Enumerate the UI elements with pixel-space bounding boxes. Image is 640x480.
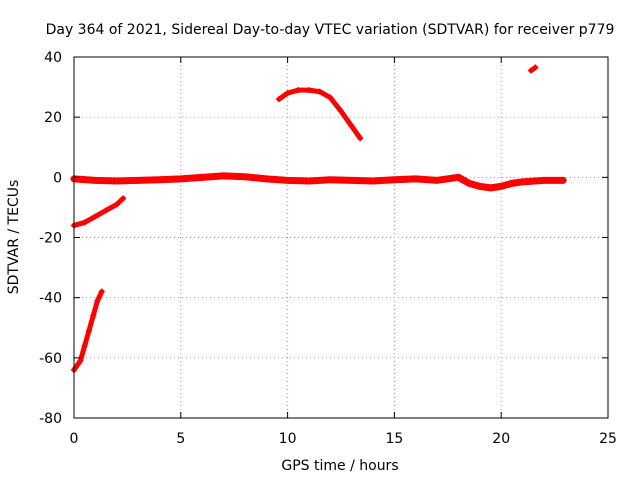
- y-tick-label: -80: [39, 411, 62, 427]
- series-layer: [71, 65, 566, 373]
- x-tick-label: 0: [70, 431, 79, 447]
- y-tick-label: 40: [44, 50, 62, 66]
- y-tick-label: -40: [39, 291, 62, 307]
- series-high-arc: [276, 87, 363, 141]
- y-tick-label: 20: [44, 110, 62, 126]
- x-tick-label: 10: [279, 431, 297, 447]
- x-tick-label: 25: [599, 431, 617, 447]
- x-tick-label: 5: [176, 431, 185, 447]
- x-tick-label: 15: [385, 431, 403, 447]
- x-tick-label: 20: [492, 431, 510, 447]
- y-tick-label: -20: [39, 231, 62, 247]
- y-tick-label: 0: [53, 170, 62, 186]
- y-axis-label: SDTVAR / TECUs: [6, 180, 22, 295]
- series-line: [279, 90, 360, 138]
- series-main-band: [71, 173, 566, 191]
- y-tick-label: -60: [39, 351, 62, 367]
- x-axis-label: GPS time / hours: [281, 458, 398, 474]
- axis-ticks: 0 5 10 15 20 25 -80 -60 -40 -20 0 20 40: [39, 50, 617, 447]
- series-steep-descent-arc: [71, 289, 105, 373]
- chart-title: Day 364 of 2021, Sidereal Day-to-day VTE…: [46, 22, 615, 38]
- series-low-rising-arc: [71, 195, 126, 228]
- chart-svg: Day 364 of 2021, Sidereal Day-to-day VTE…: [0, 0, 640, 480]
- series-outlier: [528, 65, 538, 74]
- series-line: [74, 198, 123, 225]
